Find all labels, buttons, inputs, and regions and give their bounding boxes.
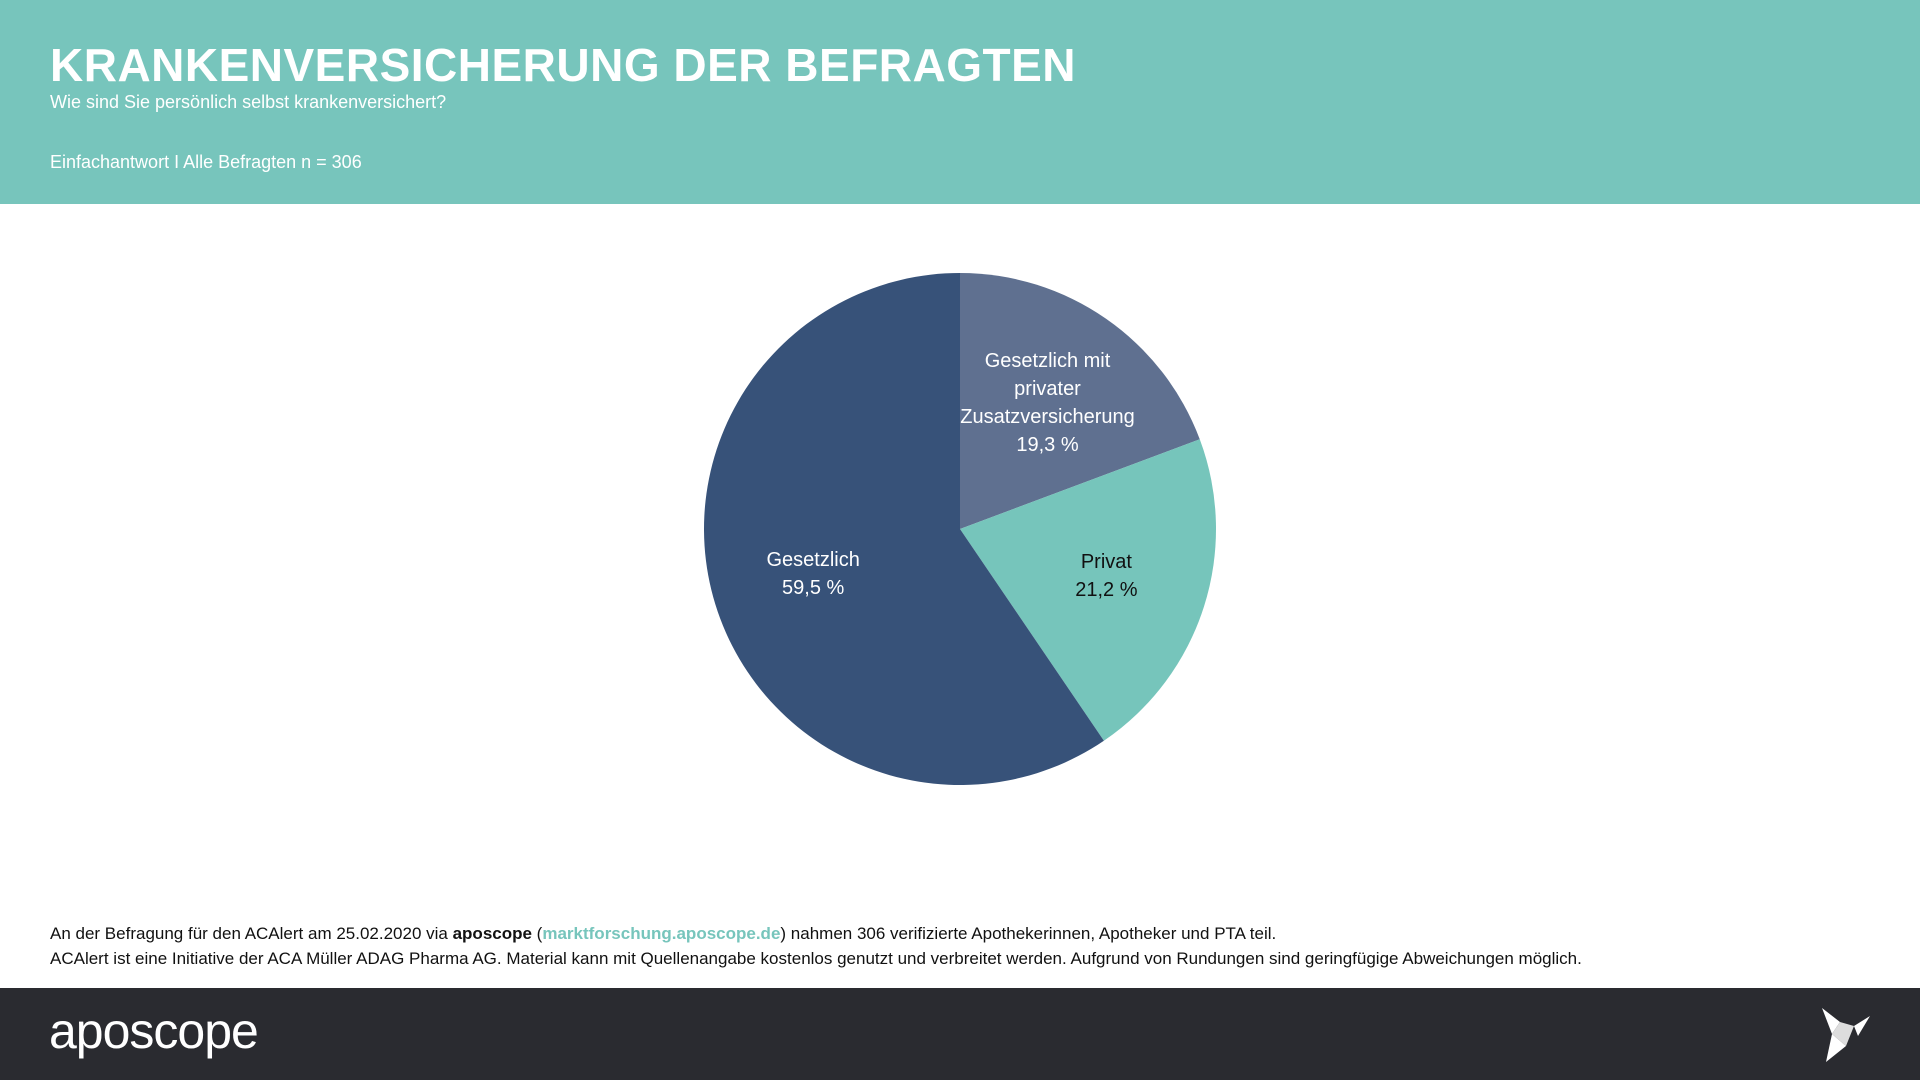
footnote-line: ACAlert ist eine Initiative der ACA Müll… — [50, 949, 1582, 968]
slice-label: Gesetzlich 59,5 % — [721, 546, 906, 602]
footnote-line: An der Befragung für den ACAlert am 25.0… — [50, 921, 1582, 946]
value-label: 19,3 % — [1016, 433, 1079, 456]
footer-bar: aposcope — [0, 988, 1920, 1080]
text: ( — [531, 924, 543, 943]
logo: aposcope — [49, 1003, 259, 1059]
category-label: Privat — [1080, 550, 1132, 573]
text: ) nahmen 306 verifizierte Apothekerinnen… — [780, 924, 1277, 943]
category-label: Gesetzlich mit privater Zusatzversicheru… — [960, 349, 1135, 428]
chart — [703, 273, 1216, 785]
subtitle: Wie sind Sie persönlich selbst krankenve… — [50, 92, 447, 112]
text: An der Befragung für den ACAlert am 25.0… — [50, 924, 453, 943]
footnote: An der Befragung für den ACAlert am 25.0… — [50, 921, 1582, 971]
value-label: 21,2 % — [1075, 578, 1138, 601]
brand: aposcope — [452, 924, 532, 943]
header: KRANKENVERSICHERUNG DER BEFRAGTEN Wie si… — [0, 0, 1920, 204]
title: KRANKENVERSICHERUNG DER BEFRAGTEN — [50, 39, 1077, 91]
value-label: 59,5 % — [782, 577, 845, 600]
link[interactable]: marktforschung.aposcope.de — [542, 924, 781, 943]
bird-icon — [1822, 1008, 1870, 1062]
note: Einfachantwort I Alle Befragten n = 306 — [50, 152, 362, 172]
slice-label: Gesetzlich mit privater Zusatzversicheru… — [955, 347, 1140, 459]
slice-label: Privat 21,2 % — [1014, 548, 1199, 604]
pie-slice — [960, 273, 1200, 529]
category-label: Gesetzlich — [766, 549, 860, 572]
pie-slice — [960, 439, 1216, 741]
pie-slice — [703, 273, 1104, 785]
